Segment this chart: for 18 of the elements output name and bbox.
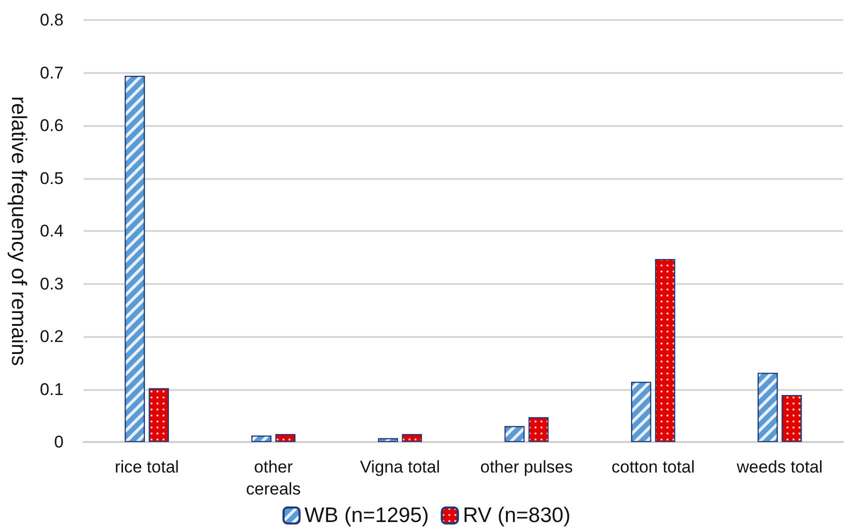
x-tick-label: other cereals [246, 458, 301, 498]
y-axis-title: relative frequency of remains [7, 96, 30, 366]
y-tick-label: 0.5 [40, 168, 64, 188]
y-tick-label: 0.2 [40, 327, 64, 346]
y-tick-label: 0.1 [40, 380, 64, 399]
y-tick-label: 0.8 [40, 10, 64, 30]
x-tick-label: other pulses [480, 458, 573, 476]
legend-label: WB (n=1295) [304, 504, 429, 527]
y-tick-label: 0.6 [40, 116, 64, 135]
x-tick-label: cotton total [612, 458, 695, 476]
y-tick-label: 0.4 [40, 222, 64, 240]
y-tick-label: 0.7 [40, 63, 64, 82]
x-tick-label: Vigna total [360, 458, 440, 476]
y-tick-label: 0.3 [40, 274, 64, 294]
x-tick-label: weeds total [736, 458, 823, 476]
y-tick-label: 0 [54, 432, 64, 452]
x-tick-label: rice total [114, 458, 179, 476]
legend-label: RV (n=830) [462, 504, 570, 527]
